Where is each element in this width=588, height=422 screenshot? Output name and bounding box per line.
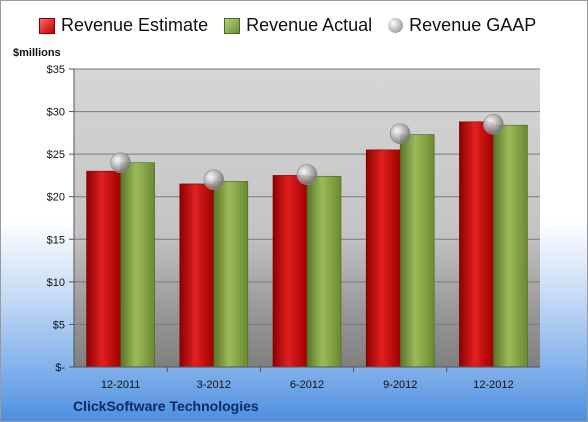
x-tick-label: 12-2012 — [473, 379, 513, 391]
x-axis-ticks: 12-2011 3-2012 6-2012 9-2012 12-2012 — [73, 69, 514, 391]
y-axis-units-label: $millions — [13, 47, 61, 59]
bar-revenue-estimate — [365, 149, 401, 368]
bar-revenue-actual — [213, 181, 249, 368]
legend-item-actual: Revenue Actual — [224, 15, 372, 36]
actual-swatch — [224, 17, 241, 34]
legend-label-gaap: Revenue GAAP — [409, 15, 537, 35]
legend-item-gaap: Revenue GAAP — [388, 15, 536, 36]
bar-revenue-actual — [120, 162, 155, 368]
bar-revenue-estimate — [272, 175, 308, 368]
x-tick-label: 3-2012 — [197, 379, 231, 391]
point-revenue-gaap — [203, 169, 225, 190]
y-tick-label: $25 — [47, 149, 65, 161]
x-tick-label: 6-2012 — [290, 379, 324, 391]
y-tick-label: $30 — [47, 107, 65, 119]
bar-revenue-actual — [493, 124, 528, 368]
legend-label-actual: Revenue Actual — [246, 15, 373, 35]
point-revenue-gaap — [296, 164, 318, 185]
point-revenue-gaap — [389, 123, 411, 145]
legend-label-estimate: Revenue Estimate — [61, 15, 209, 35]
y-tick-label: $20 — [47, 192, 65, 204]
y-tick-label: $10 — [47, 277, 65, 289]
x-tick-label: 12-2011 — [101, 379, 141, 391]
gaap-points — [110, 114, 504, 190]
y-axis-ticks: $- $5 $10 $15 $20 $25 $30 $35 — [47, 64, 74, 374]
y-tick-label: $5 — [53, 319, 65, 331]
x-tick-label: 9-2012 — [383, 379, 417, 391]
bar-revenue-actual — [306, 175, 342, 368]
legend: Revenue Estimate Revenue Actual Revenue … — [39, 15, 536, 36]
company-name: ClickSoftware Technologies — [73, 398, 259, 414]
bar-revenue-estimate — [86, 170, 121, 368]
gaap-swatch — [388, 18, 404, 33]
y-tick-label: $35 — [47, 64, 65, 76]
point-revenue-gaap — [110, 152, 131, 173]
bar-revenue-actual — [399, 134, 435, 368]
legend-item-estimate: Revenue Estimate — [39, 15, 208, 36]
bar-revenue-estimate — [459, 121, 494, 368]
point-revenue-gaap — [483, 114, 504, 135]
y-tick-label: $- — [55, 362, 65, 374]
y-tick-label: $15 — [47, 234, 65, 246]
bars — [86, 121, 528, 368]
bar-revenue-estimate — [179, 183, 215, 368]
estimate-swatch — [39, 17, 55, 34]
